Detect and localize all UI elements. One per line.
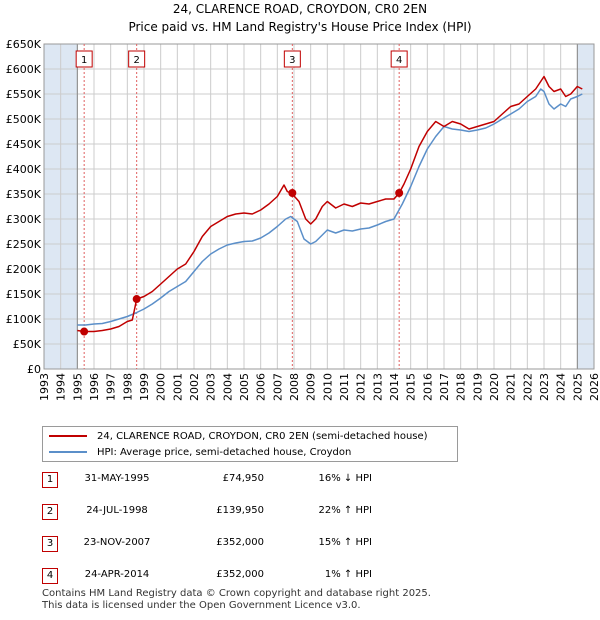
sale-row: 2 24-JUL-1998 £139,950 22% ↑ HPI [42, 504, 442, 520]
y-tick-label: £250K [6, 238, 42, 251]
chart-subtitle: Price paid vs. HM Land Registry's House … [128, 20, 472, 34]
y-tick-label: £650K [6, 38, 42, 51]
y-tick-label: £150K [6, 288, 42, 301]
x-tick-label: 2000 [155, 373, 168, 401]
x-tick-label: 2008 [288, 373, 301, 401]
shaded-region [577, 44, 594, 369]
sale-point [395, 189, 404, 197]
sale-label-number: 1 [81, 55, 87, 66]
sale-point [80, 327, 89, 336]
legend-swatch-hpi [49, 451, 87, 453]
x-tick-label: 2001 [171, 373, 184, 401]
x-tick-label: 2012 [355, 373, 368, 401]
sale-number-badge: 2 [42, 504, 58, 520]
sale-price: £139,950 [216, 505, 264, 516]
x-tick-label: 2024 [555, 373, 568, 401]
legend-label-price: 24, CLARENCE ROAD, CROYDON, CR0 2EN (sem… [97, 430, 428, 442]
sale-hpi-diff: 15% ↑ HPI [318, 537, 372, 548]
sale-date: 24-APR-2014 [84, 569, 150, 580]
sale-hpi-diff: 1% ↑ HPI [324, 569, 372, 580]
footer-copyright: Contains HM Land Registry data © Crown c… [42, 588, 431, 599]
x-tick-label: 1994 [55, 373, 68, 401]
plot-area [44, 44, 594, 369]
price-chart: £0 £50K £100K £150K £200K £250K £300K £350K £400… [6, 38, 600, 401]
y-tick-label: £600K [6, 63, 42, 76]
y-tick-label: £50K [13, 338, 42, 351]
sale-row: 1 31-MAY-1995 £74,950 16% ↓ HPI [42, 472, 442, 488]
x-tick-label: 2002 [188, 373, 201, 401]
x-tick-label: 2010 [321, 373, 334, 401]
x-tick-label: 1997 [105, 373, 118, 401]
sale-hpi-diff: 22% ↑ HPI [318, 505, 372, 516]
x-tick-label: 2020 [488, 373, 501, 401]
legend-swatch-price [49, 435, 87, 437]
chart-title: 24, CLARENCE ROAD, CROYDON, CR0 2EN [172, 2, 428, 16]
y-tick-label: £300K [6, 213, 42, 226]
y-tick-label: £100K [6, 313, 42, 326]
hpi-series-line [77, 88, 583, 326]
y-tick-label: £0 [27, 363, 41, 376]
sale-row: 4 24-APR-2014 £352,000 1% ↑ HPI [42, 568, 442, 584]
x-tick-label: 1995 [71, 373, 84, 401]
sale-price: £352,000 [216, 537, 264, 548]
x-tick-label: 2009 [305, 373, 318, 401]
sale-number-badge: 4 [42, 568, 58, 584]
legend-label-hpi: HPI: Average price, semi-detached house,… [97, 446, 352, 458]
sale-label-box [283, 50, 301, 68]
x-tick-label: 2021 [505, 373, 518, 401]
x-tick-label: 1993 [38, 373, 51, 401]
y-tick-label: £350K [6, 188, 42, 201]
footer-license: This data is licensed under the Open Gov… [42, 600, 361, 611]
x-tick-label: 2014 [388, 373, 401, 401]
y-tick-label: £550K [6, 88, 42, 101]
legend-item-price: 24, CLARENCE ROAD, CROYDON, CR0 2EN (sem… [49, 429, 428, 443]
sale-label-box [128, 50, 146, 68]
sale-point [132, 295, 141, 304]
x-tick-label: 2007 [271, 373, 284, 401]
x-tick-label: 2006 [255, 373, 268, 401]
sale-row: 3 23-NOV-2007 £352,000 15% ↑ HPI [42, 536, 442, 552]
x-tick-label: 2013 [371, 373, 384, 401]
x-tick-label: 2011 [338, 373, 351, 401]
sale-label-number: 3 [289, 55, 295, 66]
legend-item-hpi: HPI: Average price, semi-detached house,… [49, 445, 351, 459]
sale-date: 23-NOV-2007 [83, 537, 151, 548]
sale-date: 31-MAY-1995 [84, 473, 150, 484]
x-tick-label: 1998 [121, 373, 134, 401]
sale-point [288, 189, 297, 197]
x-tick-label: 2005 [238, 373, 251, 401]
x-tick-label: 2017 [438, 373, 451, 401]
y-tick-label: £500K [6, 113, 42, 126]
sale-date: 24-JUL-1998 [86, 505, 148, 516]
sale-hpi-diff: 16% ↓ HPI [318, 473, 372, 484]
y-tick-label: £200K [6, 263, 42, 276]
sale-label-number: 4 [396, 55, 402, 66]
y-tick-label: £400K [6, 163, 42, 176]
x-tick-label: 2026 [588, 373, 600, 401]
sale-number-badge: 1 [42, 472, 58, 488]
sale-number-badge: 3 [42, 536, 58, 552]
price-series-line [77, 75, 583, 333]
sale-label-number: 2 [133, 55, 139, 66]
x-tick-label: 2022 [521, 373, 534, 401]
y-tick-label: £450K [6, 138, 42, 151]
x-tick-label: 2003 [205, 373, 218, 401]
plot-frame [43, 43, 595, 370]
sale-price: £352,000 [216, 569, 264, 580]
x-tick-label: 2018 [455, 373, 468, 401]
x-tick-label: 1999 [138, 373, 151, 401]
x-tick-label: 2025 [571, 373, 584, 401]
sale-label-box [75, 50, 93, 68]
x-tick-label: 2016 [421, 373, 434, 401]
x-tick-label: 1996 [88, 373, 101, 401]
x-tick-label: 2015 [405, 373, 418, 401]
x-tick-label: 2019 [471, 373, 484, 401]
sale-price: £74,950 [222, 473, 264, 484]
chart-legend: 24, CLARENCE ROAD, CROYDON, CR0 2EN (sem… [42, 426, 458, 462]
sale-label-box [390, 50, 408, 68]
x-tick-label: 2004 [221, 373, 234, 401]
x-tick-label: 2023 [538, 373, 551, 401]
